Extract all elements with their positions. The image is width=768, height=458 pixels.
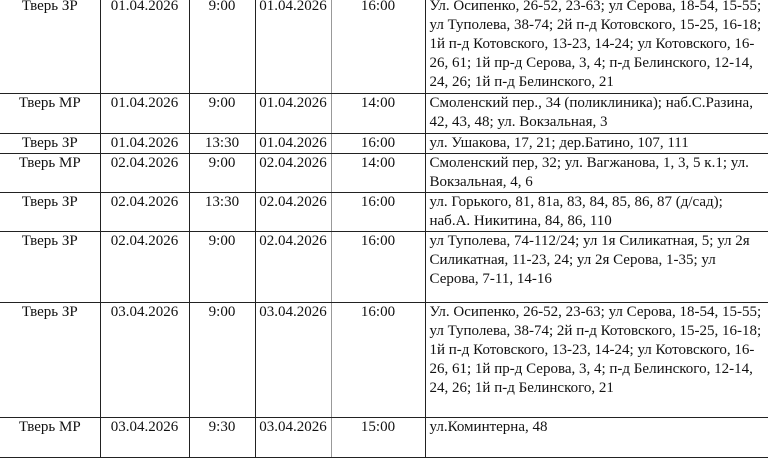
cell-date-from: 01.04.2026 [99,133,190,154]
cell-time-to: 16:00 [330,231,426,303]
cell-date-to: 01.04.2026 [254,133,332,154]
cell-time-from: 9:00 [188,153,256,193]
cell-time-from: 9:00 [188,302,256,418]
cell-region: Тверь ЗР [0,231,101,303]
cell-date-to: 01.04.2026 [254,0,332,94]
cell-addresses: Ул. Осипенко, 26-52, 23-63; ул Серова, 1… [424,302,768,418]
cell-time-to: 16:00 [330,302,426,418]
cell-time-from: 9:00 [188,93,256,134]
cell-date-to: 02.04.2026 [254,192,332,232]
cell-date-from: 02.04.2026 [99,192,190,232]
cell-date-from: 01.04.2026 [99,93,190,134]
cell-date-to: 02.04.2026 [254,153,332,193]
cell-region: Тверь МР [0,417,101,458]
cell-addresses: ул.Коминтерна, 48 [424,417,768,458]
table-row: Тверь ЗР 02.04.2026 9:00 02.04.2026 16:00 ул … [0,231,768,303]
cell-date-to: 02.04.2026 [254,231,332,303]
cell-date-to: 01.04.2026 [254,93,332,134]
cell-region: Тверь ЗР [0,302,101,418]
cell-region: Тверь ЗР [0,192,101,232]
cell-time-from: 13:30 [188,192,256,232]
cell-addresses: Ул. Осипенко, 26-52, 23-63; ул Серова, 1… [424,0,768,94]
cell-region: Тверь ЗР [0,0,101,94]
cell-time-to: 15:00 [330,417,426,458]
cell-date-from: 03.04.2026 [99,417,190,458]
table-row: Тверь МР 02.04.2026 9:00 02.04.2026 14:00 Смо… [0,153,768,193]
cell-addresses: Смоленский пер, 32; ул. Вагжанова, 1, 3,… [424,153,768,193]
cell-addresses: ул. Ушакова, 17, 21; дер.Батино, 107, 11… [424,133,768,154]
table-row: Тверь ЗР 02.04.2026 13:30 02.04.2026 16:00 ул… [0,192,768,232]
cell-date-to: 03.04.2026 [254,302,332,418]
cell-time-to: 16:00 [330,192,426,232]
cell-time-to: 14:00 [330,93,426,134]
table-row: Тверь ЗР 01.04.2026 9:00 01.04.2026 16:00 Ул.… [0,0,768,94]
cell-region: Тверь МР [0,153,101,193]
table-row: Тверь МР 03.04.2026 9:30 03.04.2026 15:00 ул.… [0,417,768,458]
cell-time-from: 13:30 [188,133,256,154]
cell-time-from: 9:30 [188,417,256,458]
cell-time-to: 14:00 [330,153,426,193]
cell-date-from: 01.04.2026 [99,0,190,94]
table-row: Тверь ЗР 01.04.2026 13:30 01.04.2026 16:00 ул… [0,133,768,154]
cell-date-from: 03.04.2026 [99,302,190,418]
cell-region: Тверь МР [0,93,101,134]
cell-time-from: 9:00 [188,0,256,94]
cell-time-to: 16:00 [330,133,426,154]
table-row: Тверь МР 01.04.2026 9:00 01.04.2026 14:00 Смо… [0,93,768,134]
cell-region: Тверь ЗР [0,133,101,154]
cell-addresses: ул. Горького, 81, 81а, 83, 84, 85, 86, 8… [424,192,768,232]
cell-addresses: ул Туполева, 74-112/24; ул 1я Силикатная… [424,231,768,303]
cell-time-to: 16:00 [330,0,426,94]
table-row: Тверь ЗР 03.04.2026 9:00 03.04.2026 16:00 Ул.… [0,302,768,418]
cell-date-from: 02.04.2026 [99,153,190,193]
cell-time-from: 9:00 [188,231,256,303]
cell-addresses: Смоленский пер., 34 (поликлиника); наб.С… [424,93,768,134]
cell-date-to: 03.04.2026 [254,417,332,458]
cell-date-from: 02.04.2026 [99,231,190,303]
